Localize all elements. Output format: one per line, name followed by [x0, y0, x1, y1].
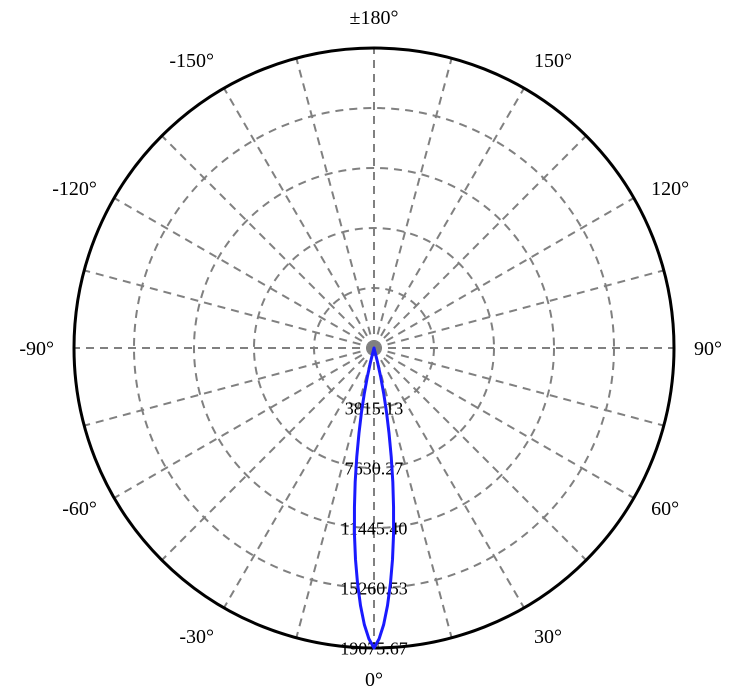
angle-tick-label: ±180°	[350, 7, 399, 29]
angle-tick-label: 120°	[651, 178, 689, 200]
angle-tick-label: -150°	[169, 50, 214, 72]
polar-chart: ±180° -150° -120° -90° -60° -30° 0° 30° 60° 90° 12…	[0, 0, 749, 696]
angle-tick-label: 90°	[694, 338, 722, 360]
angle-tick-label: 30°	[534, 626, 562, 648]
radial-tick-label: 3815.13	[345, 398, 404, 418]
angle-tick-label: 0°	[365, 669, 383, 691]
angle-tick-label: 60°	[651, 498, 679, 520]
angle-tick-label: -90°	[19, 338, 54, 360]
radial-tick-label: 11445.40	[341, 518, 408, 538]
angle-tick-label: -60°	[62, 498, 97, 520]
radial-tick-label: 15260.53	[340, 578, 408, 598]
angle-tick-label: -30°	[179, 626, 214, 648]
angle-tick-label: 150°	[534, 50, 572, 72]
radial-tick-label: 7630.27	[345, 458, 404, 478]
angle-tick-label: -120°	[52, 178, 97, 200]
